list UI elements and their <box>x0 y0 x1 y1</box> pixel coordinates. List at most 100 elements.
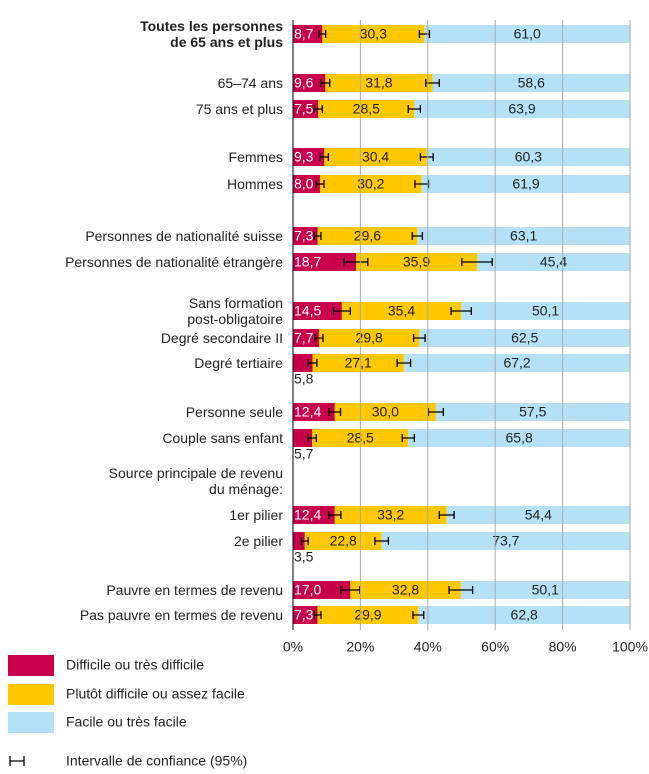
error-bar <box>307 359 318 367</box>
error-bar <box>427 408 444 416</box>
error-bar <box>313 105 323 113</box>
value-label: 5,7 <box>294 446 314 462</box>
error-bar <box>412 611 425 619</box>
bar-segment <box>424 25 630 43</box>
x-tick-label: 100% <box>612 639 648 655</box>
error-bar <box>318 30 327 38</box>
error-bar <box>332 307 351 315</box>
category-label: 75 ans et plus <box>195 101 283 117</box>
bar-segment <box>403 354 631 372</box>
bar-segment <box>334 506 447 524</box>
bar-segment <box>317 227 418 245</box>
value-label: 35,9 <box>403 254 430 270</box>
error-bar <box>313 232 322 240</box>
error-bar <box>407 105 422 113</box>
value-label: 33,2 <box>377 507 404 523</box>
bar-segment <box>293 253 357 271</box>
value-label: 67,2 <box>503 355 530 371</box>
bar-segment <box>426 148 630 166</box>
bar-segment <box>381 532 630 550</box>
value-label: 32,8 <box>392 582 419 598</box>
legend-label: Difficile ou très difficile <box>66 657 204 673</box>
x-tick-label: 0% <box>283 639 303 655</box>
value-label: 7,3 <box>294 228 314 244</box>
value-label: 31,8 <box>365 75 392 91</box>
value-label: 8,0 <box>294 176 314 192</box>
bar-segment <box>293 227 318 245</box>
value-label: 29,9 <box>354 607 381 623</box>
bar-segment <box>293 302 342 320</box>
bar-segment <box>319 175 422 193</box>
bar-segment <box>414 100 630 118</box>
value-label: 14,5 <box>294 303 321 319</box>
bar-segment <box>435 403 630 421</box>
error-bar <box>419 153 434 161</box>
bar-segment <box>293 100 319 118</box>
legend-swatch <box>8 655 54 676</box>
error-bar <box>448 586 474 594</box>
value-label: 28,5 <box>353 101 380 117</box>
legend-label: Intervalle de confiance (95%) <box>66 753 247 769</box>
value-label: 61,0 <box>514 26 541 42</box>
category-label: Personnes de nationalité suisse <box>85 228 283 244</box>
legend-swatch <box>8 712 54 733</box>
value-label: 7,5 <box>294 101 314 117</box>
value-label: 35,4 <box>388 303 415 319</box>
error-bar <box>461 258 493 266</box>
category-label: 65–74 ans <box>217 75 283 91</box>
bar-segment <box>293 506 335 524</box>
error-bar <box>396 359 412 367</box>
value-label: 22,8 <box>330 533 357 549</box>
bar-segment <box>418 606 630 624</box>
error-bar <box>343 258 369 266</box>
error-bar <box>450 307 472 315</box>
category-label: Personnes de nationalité étrangère <box>65 254 283 270</box>
bar-segment <box>293 329 319 347</box>
value-label: 50,1 <box>532 582 559 598</box>
error-bar <box>401 434 415 442</box>
value-label: 30,0 <box>372 404 399 420</box>
value-label: 12,4 <box>294 404 321 420</box>
bar-segment <box>318 100 415 118</box>
value-label: 63,1 <box>510 228 537 244</box>
error-bar <box>315 180 325 188</box>
error-bar <box>319 153 330 161</box>
category-label: Sans formation post-obligatoire <box>187 295 283 327</box>
bar-segment <box>322 25 425 43</box>
bar-segment <box>293 175 320 193</box>
bar-segment <box>421 175 631 193</box>
value-label: 61,9 <box>512 176 539 192</box>
category-label: Personne seule <box>185 404 283 420</box>
bar-segment <box>293 403 335 421</box>
bar-segment <box>293 148 325 166</box>
bar-segment <box>460 581 630 599</box>
value-label: 5,8 <box>294 371 314 387</box>
value-label: 29,6 <box>354 228 381 244</box>
x-tick-label: 40% <box>414 639 442 655</box>
bar-segment <box>304 532 382 550</box>
error-bar <box>314 334 324 342</box>
bar-segment <box>293 532 305 550</box>
error-bar <box>328 408 342 416</box>
bar-segment <box>325 74 433 92</box>
value-label: 3,5 <box>294 549 314 565</box>
legend-error-icon <box>9 756 25 766</box>
value-label: 60,3 <box>515 149 542 165</box>
value-label: 7,7 <box>294 330 314 346</box>
category-label: Hommes <box>226 176 283 192</box>
category-label: Couple sans enfant <box>162 430 283 446</box>
category-label: 1er pilier <box>229 507 283 523</box>
legend-label: Facile ou très facile <box>66 714 187 730</box>
error-bar <box>328 511 342 519</box>
category-label: Degré secondaire II <box>160 330 283 346</box>
value-label: 62,5 <box>511 330 538 346</box>
value-label: 62,8 <box>511 607 538 623</box>
bar-segment <box>461 302 630 320</box>
value-label: 30,4 <box>362 149 389 165</box>
error-bar <box>412 334 426 342</box>
bar-segment <box>324 148 427 166</box>
legend-swatch <box>8 684 54 705</box>
x-tick-label: 20% <box>346 639 374 655</box>
